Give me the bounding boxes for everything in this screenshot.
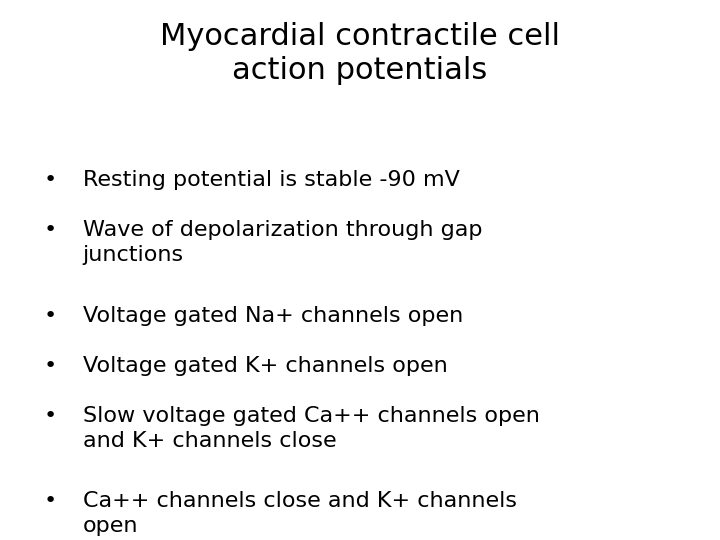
Text: Slow voltage gated Ca++ channels open
and K+ channels close: Slow voltage gated Ca++ channels open an… bbox=[83, 406, 540, 451]
Text: •: • bbox=[44, 406, 57, 426]
Text: Ca++ channels close and K+ channels
open: Ca++ channels close and K+ channels open bbox=[83, 491, 517, 536]
Text: •: • bbox=[44, 170, 57, 190]
Text: Resting potential is stable -90 mV: Resting potential is stable -90 mV bbox=[83, 170, 459, 190]
Text: Myocardial contractile cell
action potentials: Myocardial contractile cell action poten… bbox=[160, 22, 560, 85]
Text: •: • bbox=[44, 491, 57, 511]
Text: •: • bbox=[44, 356, 57, 376]
Text: Voltage gated K+ channels open: Voltage gated K+ channels open bbox=[83, 356, 448, 376]
Text: Wave of depolarization through gap
junctions: Wave of depolarization through gap junct… bbox=[83, 220, 482, 265]
Text: •: • bbox=[44, 220, 57, 240]
Text: •: • bbox=[44, 306, 57, 326]
Text: Voltage gated Na+ channels open: Voltage gated Na+ channels open bbox=[83, 306, 463, 326]
